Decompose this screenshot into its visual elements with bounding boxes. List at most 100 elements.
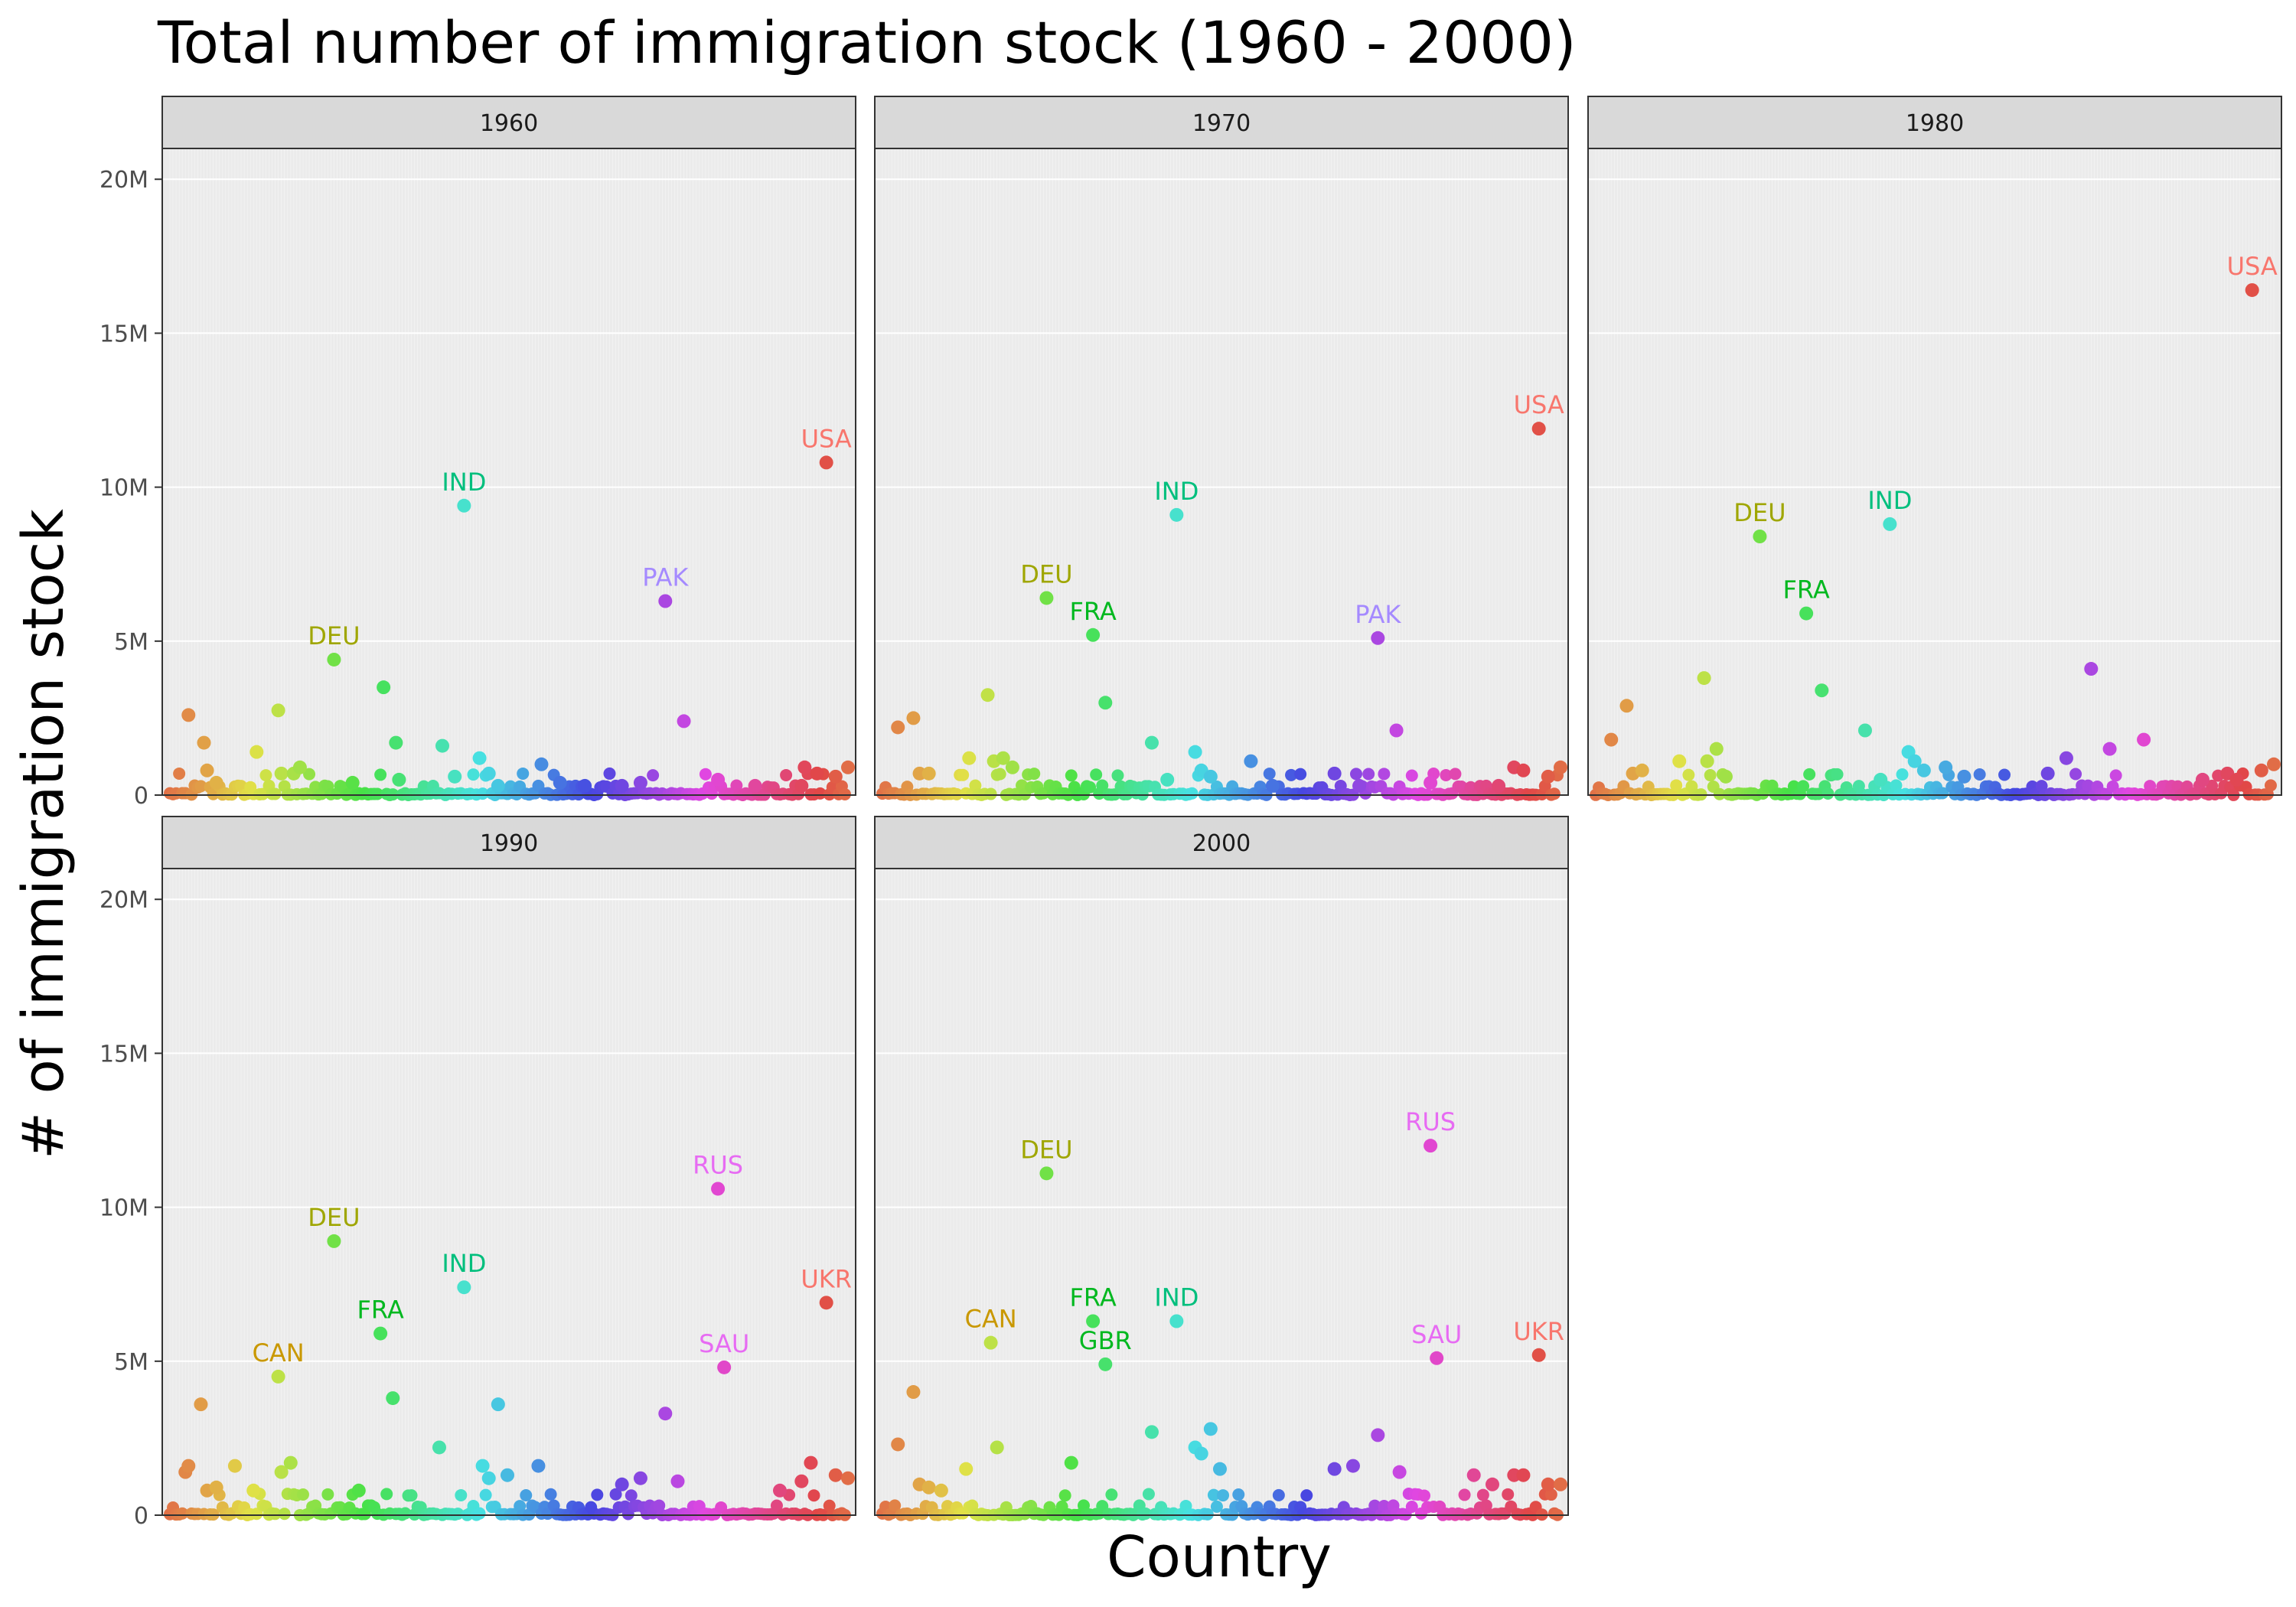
y-tick-label: 5M bbox=[114, 1349, 148, 1376]
data-point bbox=[475, 1459, 490, 1473]
data-point bbox=[1064, 1455, 1078, 1470]
panel-background bbox=[875, 148, 1568, 795]
data-point bbox=[1203, 769, 1218, 784]
data-point bbox=[491, 1397, 505, 1412]
panel-border bbox=[1587, 148, 2282, 796]
data-point bbox=[249, 745, 264, 759]
facet-panel-2000: 2000 RUS DEU FRA IND CAN UKR SAU GBR bbox=[874, 816, 1569, 1521]
y-tick-label: 20M bbox=[99, 167, 148, 194]
data-point bbox=[1065, 769, 1078, 782]
data-point bbox=[472, 751, 487, 765]
data-point bbox=[1799, 606, 1814, 621]
data-point bbox=[1449, 768, 1462, 781]
data-point bbox=[934, 1483, 948, 1498]
data-point bbox=[283, 1455, 298, 1470]
point-label-deu: DEU bbox=[308, 621, 360, 650]
data-point bbox=[603, 767, 616, 780]
point-label-fra: FRA bbox=[357, 1296, 403, 1325]
data-point bbox=[2245, 283, 2259, 298]
data-point bbox=[1797, 780, 1810, 793]
data-point bbox=[432, 1440, 446, 1455]
data-point bbox=[1424, 775, 1438, 790]
data-point bbox=[1548, 787, 1561, 800]
data-point bbox=[841, 760, 855, 774]
data-point bbox=[1086, 627, 1101, 642]
data-point bbox=[2229, 772, 2244, 787]
data-point bbox=[906, 1385, 921, 1400]
data-point bbox=[2069, 768, 2082, 781]
facet-panel-1980: 1980 USA IND DEU FRA bbox=[1587, 96, 2282, 801]
data-point bbox=[1389, 723, 1404, 738]
data-point bbox=[717, 1360, 732, 1374]
data-point bbox=[699, 768, 712, 781]
data-point bbox=[1090, 768, 1103, 781]
point-label-pak: PAK bbox=[1355, 600, 1401, 629]
facet-strip bbox=[874, 816, 1569, 869]
data-point bbox=[814, 787, 827, 800]
data-point bbox=[1635, 763, 1649, 777]
data-point bbox=[1957, 769, 1971, 784]
data-point bbox=[670, 1474, 685, 1488]
data-point bbox=[1718, 769, 1733, 784]
data-point bbox=[891, 720, 905, 735]
data-point bbox=[609, 1488, 622, 1501]
data-point bbox=[1086, 1314, 1101, 1328]
data-point bbox=[1327, 766, 1342, 781]
panel-border bbox=[161, 868, 856, 1516]
data-point bbox=[2102, 742, 2117, 756]
data-point bbox=[1939, 760, 1953, 774]
data-point bbox=[1516, 763, 1531, 777]
data-point bbox=[374, 768, 387, 781]
x-axis-title: Country bbox=[1107, 1524, 1332, 1590]
point-label-rus: RUS bbox=[693, 1150, 743, 1179]
data-point bbox=[246, 1483, 261, 1498]
data-point bbox=[389, 735, 403, 750]
data-point bbox=[1405, 1501, 1418, 1514]
data-point bbox=[906, 711, 921, 725]
data-point bbox=[1169, 507, 1184, 522]
data-point bbox=[1883, 517, 1897, 531]
data-point bbox=[1713, 787, 1726, 800]
data-point bbox=[1349, 768, 1362, 781]
data-point bbox=[1405, 769, 1418, 782]
data-point bbox=[1831, 768, 1844, 781]
data-point bbox=[209, 1480, 223, 1495]
data-point bbox=[1485, 1477, 1499, 1491]
facet-strip bbox=[1587, 96, 2282, 149]
data-point bbox=[176, 1507, 189, 1520]
data-point bbox=[380, 1488, 393, 1501]
data-point bbox=[1265, 778, 1280, 793]
data-point bbox=[457, 498, 471, 513]
data-point bbox=[1476, 1488, 1489, 1501]
data-point bbox=[578, 778, 592, 793]
panel-border bbox=[874, 868, 1569, 1516]
data-point bbox=[1028, 768, 1041, 781]
data-point bbox=[1430, 1351, 1444, 1365]
data-point bbox=[1417, 1489, 1430, 1502]
data-point bbox=[1294, 768, 1307, 781]
point-label-rus: RUS bbox=[1405, 1107, 1456, 1136]
data-point bbox=[1531, 1348, 1546, 1362]
data-point bbox=[921, 766, 936, 781]
y-tick-label: 5M bbox=[114, 629, 148, 656]
data-point bbox=[386, 1391, 400, 1406]
data-point bbox=[1554, 760, 1567, 774]
data-point bbox=[1544, 1488, 1557, 1501]
data-point bbox=[1210, 1500, 1223, 1513]
data-point bbox=[615, 1477, 629, 1491]
data-point bbox=[633, 1471, 647, 1485]
data-point bbox=[1554, 1477, 1567, 1491]
data-point bbox=[1217, 1489, 1230, 1502]
data-point bbox=[321, 1488, 334, 1501]
data-point bbox=[1815, 683, 1829, 698]
data-point bbox=[405, 1489, 418, 1502]
data-point bbox=[1704, 769, 1717, 782]
data-point bbox=[534, 757, 549, 771]
data-point bbox=[296, 1488, 309, 1501]
data-point bbox=[615, 778, 629, 793]
data-point bbox=[1916, 763, 1931, 777]
data-point bbox=[274, 1465, 289, 1479]
data-point bbox=[1531, 422, 1546, 436]
data-point bbox=[371, 787, 384, 800]
data-point bbox=[1194, 1446, 1208, 1461]
